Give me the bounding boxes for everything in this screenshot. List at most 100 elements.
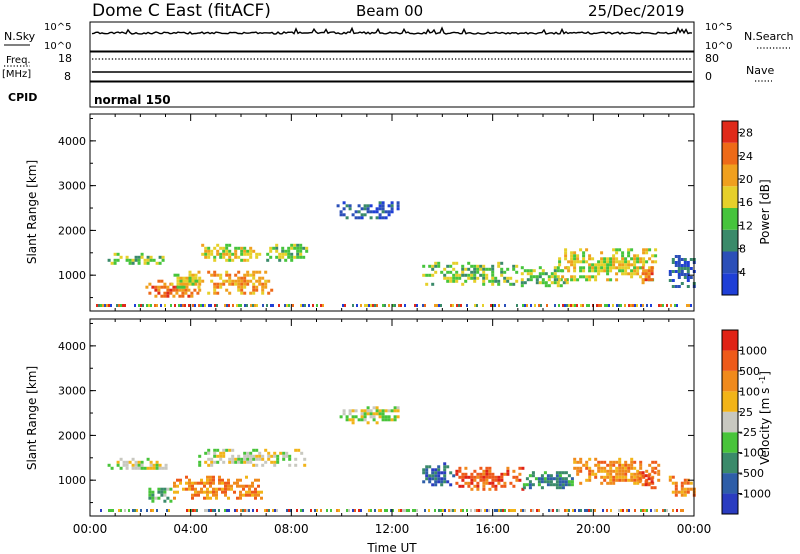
power-cell bbox=[515, 270, 519, 274]
velocity-cell bbox=[246, 457, 250, 461]
freq-tick-bottom: 8 bbox=[64, 70, 71, 83]
power-cell bbox=[252, 249, 256, 253]
power-cell bbox=[384, 210, 388, 214]
velocity-cell bbox=[570, 480, 574, 484]
power-cell bbox=[570, 254, 574, 258]
power-cell bbox=[544, 284, 548, 288]
power-cell bbox=[636, 254, 640, 258]
velocity-cell bbox=[366, 409, 370, 413]
power-cell bbox=[470, 273, 474, 277]
velocity-cell bbox=[285, 451, 289, 455]
velocity-cell bbox=[169, 487, 173, 491]
power-ground-cell bbox=[516, 304, 518, 307]
power-cell bbox=[228, 282, 232, 286]
power-cell bbox=[467, 273, 471, 277]
power-cell bbox=[494, 279, 498, 283]
power-cell bbox=[269, 246, 273, 250]
power-ground-cell bbox=[490, 304, 492, 307]
power-cell bbox=[198, 279, 202, 283]
power-cell bbox=[178, 288, 182, 292]
power-ground-cell bbox=[198, 304, 200, 307]
power-cell bbox=[348, 204, 352, 208]
power-cell bbox=[228, 249, 232, 253]
power-colorbar-tick-label: 12 bbox=[739, 219, 753, 232]
velocity-ground-cell bbox=[478, 509, 480, 512]
power-cell bbox=[231, 258, 235, 262]
velocity-cell bbox=[585, 460, 589, 464]
power-cell bbox=[579, 269, 583, 273]
power-cell bbox=[547, 284, 551, 288]
velocity-cell bbox=[176, 484, 179, 488]
power-cell bbox=[520, 281, 524, 285]
velocity-cell bbox=[500, 472, 504, 476]
power-cell bbox=[497, 282, 501, 286]
velocity-cell bbox=[160, 490, 164, 494]
power-cell bbox=[512, 282, 516, 286]
velocity-cell bbox=[546, 474, 550, 478]
velocity-cell bbox=[485, 466, 489, 470]
power-cell bbox=[470, 270, 474, 274]
velocity-ground-cell bbox=[662, 509, 664, 512]
velocity-cell bbox=[473, 469, 477, 473]
power-cell bbox=[428, 273, 432, 277]
velocity-cell bbox=[155, 463, 159, 467]
velocity-cell bbox=[378, 415, 382, 419]
power-cell bbox=[585, 278, 589, 282]
freq-tick-top: 18 bbox=[58, 52, 72, 65]
velocity-cell bbox=[249, 460, 253, 464]
power-cell bbox=[686, 279, 690, 282]
power-cell bbox=[452, 273, 456, 277]
power-ground-cell bbox=[224, 304, 226, 307]
power-ground-cell bbox=[540, 304, 542, 307]
power-cell bbox=[228, 276, 232, 280]
power-colorbar-segment bbox=[722, 273, 738, 295]
velocity-cell bbox=[251, 493, 254, 497]
power-cell bbox=[302, 255, 306, 259]
power-cell bbox=[654, 260, 658, 264]
power-cell bbox=[650, 278, 654, 282]
power-cell bbox=[627, 266, 631, 270]
velocity-cell bbox=[351, 418, 355, 422]
velocity-cell bbox=[137, 460, 141, 464]
velocity-cell bbox=[200, 478, 203, 482]
velocity-cell bbox=[288, 457, 292, 461]
velocity-ground-cell bbox=[150, 509, 152, 512]
power-cell bbox=[187, 294, 191, 298]
power-cell bbox=[556, 266, 560, 270]
velocity-cell bbox=[437, 468, 441, 472]
power-cell bbox=[154, 288, 158, 292]
power-cell bbox=[246, 282, 250, 286]
velocity-ground-cell bbox=[300, 509, 302, 512]
velocity-cell bbox=[615, 475, 619, 479]
power-ground-cell bbox=[558, 304, 560, 307]
power-ground-cell bbox=[384, 304, 386, 307]
power-cell bbox=[249, 255, 253, 259]
velocity-cell bbox=[273, 460, 277, 464]
power-cell bbox=[529, 272, 533, 276]
power-cell bbox=[137, 255, 141, 259]
velocity-cell bbox=[116, 463, 120, 467]
velocity-ground-cell bbox=[368, 509, 370, 512]
power-y-tick-label: 3000 bbox=[58, 180, 86, 193]
power-cell bbox=[237, 285, 241, 289]
power-cell bbox=[149, 255, 153, 259]
velocity-cell bbox=[630, 463, 634, 467]
power-cell bbox=[485, 276, 489, 280]
velocity-cell bbox=[612, 460, 616, 464]
power-cell bbox=[258, 252, 262, 256]
velocity-ground-cell bbox=[654, 509, 656, 512]
velocity-cell bbox=[396, 409, 400, 413]
velocity-cell bbox=[458, 475, 462, 479]
velocity-ground-cell bbox=[610, 509, 612, 512]
velocity-cell bbox=[494, 478, 498, 482]
velocity-cell bbox=[224, 481, 227, 485]
power-cell bbox=[160, 294, 164, 298]
velocity-cell bbox=[570, 483, 574, 487]
power-cell bbox=[207, 270, 211, 274]
power-colorbar-segment bbox=[722, 121, 738, 143]
velocity-ground-cell bbox=[136, 509, 138, 512]
power-ground-cell bbox=[140, 304, 142, 307]
velocity-cell bbox=[390, 409, 394, 413]
velocity-cell bbox=[176, 490, 179, 494]
power-cell bbox=[210, 249, 214, 253]
